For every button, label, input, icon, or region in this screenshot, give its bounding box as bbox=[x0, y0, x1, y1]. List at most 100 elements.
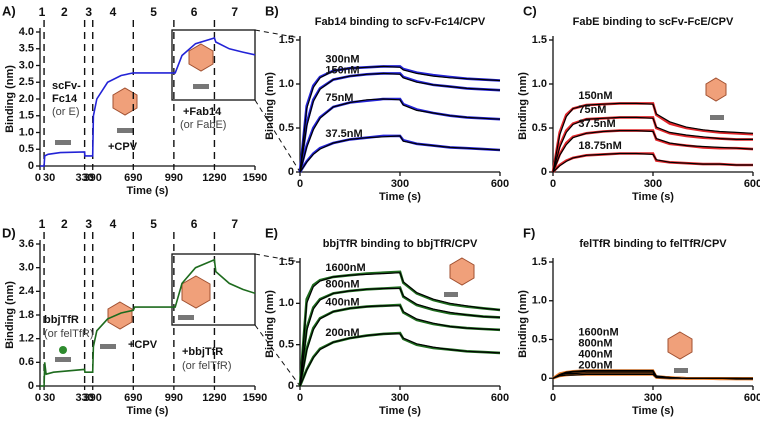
x-axis-label: Time (s) bbox=[379, 405, 421, 417]
data-line bbox=[40, 37, 256, 167]
chart-title: felTfR binding to felTfR/CPV bbox=[579, 238, 727, 250]
panel-label: B) bbox=[265, 3, 279, 18]
chart-title: bbjTfR binding to bbjTfR/CPV bbox=[323, 238, 478, 250]
zoom-box bbox=[171, 29, 256, 101]
x-axis-label: Time (s) bbox=[379, 191, 421, 203]
series-label: 75nM bbox=[578, 104, 606, 116]
phase-label: 7 bbox=[231, 217, 238, 231]
phase-label: 6 bbox=[191, 217, 198, 231]
annotation: Fc14 bbox=[52, 93, 78, 105]
x-tick-label: 600 bbox=[744, 178, 760, 190]
series-label: 200nM bbox=[325, 327, 359, 339]
x-tick-label: 990 bbox=[165, 392, 183, 404]
data-line bbox=[298, 303, 501, 387]
fit-line bbox=[552, 152, 753, 173]
y-axis-label: Binding (nm) bbox=[517, 290, 529, 358]
y-tick-label: 0.5 bbox=[532, 122, 547, 134]
data-line bbox=[298, 270, 501, 387]
x-tick-label: 300 bbox=[391, 392, 409, 404]
y-tick-label: 3.6 bbox=[19, 238, 34, 250]
phase-label: 2 bbox=[61, 5, 68, 19]
x-tick-label: 0 bbox=[550, 392, 556, 404]
series-label: 1600nM bbox=[578, 326, 618, 338]
x-tick-label: 690 bbox=[124, 172, 142, 184]
annotation: +Fab14 bbox=[183, 106, 222, 118]
x-tick-label: 0 bbox=[550, 178, 556, 190]
series-label: 150nM bbox=[578, 90, 612, 102]
x-tick-label: 990 bbox=[165, 172, 183, 184]
y-tick-label: 0 bbox=[541, 372, 547, 384]
series-label: 75nM bbox=[325, 92, 353, 104]
series-label: 200nM bbox=[578, 359, 612, 371]
x-axis-label: Time (s) bbox=[127, 185, 169, 197]
panel-label: D) bbox=[2, 225, 16, 240]
annotation: (or felTfR) bbox=[182, 360, 232, 372]
series-label: 150nM bbox=[325, 65, 359, 77]
x-tick-label: 600 bbox=[491, 392, 509, 404]
fit-line bbox=[552, 373, 753, 379]
series-label: 1600nM bbox=[325, 262, 365, 274]
y-tick-label: 0.6 bbox=[19, 356, 34, 368]
y-tick-label: 1.5 bbox=[532, 256, 547, 268]
x-tick-label: 30 bbox=[43, 172, 55, 184]
annotation: +CPV bbox=[128, 339, 158, 351]
phase-label: 3 bbox=[85, 217, 92, 231]
x-tick-label: 300 bbox=[644, 178, 662, 190]
zoom-line bbox=[254, 253, 301, 263]
y-tick-label: 2.0 bbox=[19, 93, 34, 105]
series-label: 800nM bbox=[325, 278, 359, 290]
phase-label: 5 bbox=[150, 217, 157, 231]
phase-label: 2 bbox=[61, 217, 68, 231]
phase-label: 4 bbox=[110, 217, 117, 231]
panel-label: C) bbox=[523, 3, 537, 18]
data-line bbox=[298, 331, 501, 387]
zoom-line bbox=[254, 29, 301, 39]
series-label: 300nM bbox=[325, 54, 359, 66]
y-tick-label: 1.5 bbox=[279, 256, 294, 268]
y-tick-label: 1.8 bbox=[19, 309, 34, 321]
series-label: 400nM bbox=[325, 297, 359, 309]
x-tick-label: 300 bbox=[391, 178, 409, 190]
y-tick-label: 2.4 bbox=[19, 285, 35, 297]
phase-label: 3 bbox=[85, 5, 92, 19]
x-tick-label: 0 bbox=[35, 392, 41, 404]
fit-line bbox=[552, 130, 754, 173]
y-tick-label: 0 bbox=[28, 160, 34, 172]
x-tick-label: 390 bbox=[84, 172, 102, 184]
x-tick-label: 390 bbox=[84, 392, 102, 404]
y-tick-label: 2.5 bbox=[19, 76, 34, 88]
fit-line bbox=[299, 305, 501, 387]
x-tick-label: 330 bbox=[75, 392, 93, 404]
phase-label: 1 bbox=[39, 217, 46, 231]
x-tick-label: 1590 bbox=[243, 172, 267, 184]
phase-label: 6 bbox=[191, 5, 198, 19]
annotation: (or FabE) bbox=[180, 119, 226, 131]
fit-line bbox=[552, 116, 753, 173]
y-tick-label: 4.0 bbox=[19, 26, 34, 38]
y-tick-label: 0.5 bbox=[19, 143, 34, 155]
chart-title: FabE binding to scFv-FcE/CPV bbox=[573, 16, 734, 28]
panel-label: E) bbox=[265, 225, 278, 240]
fit-line bbox=[299, 272, 501, 387]
y-tick-label: 1.5 bbox=[279, 34, 294, 46]
zoom-line bbox=[254, 99, 301, 173]
fit-line bbox=[299, 287, 501, 387]
phase-label: 5 bbox=[150, 5, 157, 19]
phase-label: 1 bbox=[39, 5, 46, 19]
y-tick-label: 1.5 bbox=[19, 110, 34, 122]
y-tick-label: 3.0 bbox=[19, 262, 34, 274]
y-tick-label: 0 bbox=[288, 166, 294, 178]
fit-line bbox=[299, 65, 501, 173]
y-tick-label: 3.5 bbox=[19, 43, 34, 55]
chart-title: Fab14 binding to scFv-Fc14/CPV bbox=[315, 16, 486, 28]
y-axis-label: Binding (nm) bbox=[264, 290, 276, 358]
annotation: (or felTfR) bbox=[44, 328, 94, 340]
panel-label: A) bbox=[2, 3, 16, 18]
annotation: (or E) bbox=[52, 106, 80, 118]
x-tick-label: 1590 bbox=[243, 392, 267, 404]
fit-line bbox=[299, 333, 501, 387]
x-axis-label: Time (s) bbox=[632, 405, 674, 417]
fit-line bbox=[299, 98, 501, 173]
x-tick-label: 30 bbox=[43, 392, 55, 404]
